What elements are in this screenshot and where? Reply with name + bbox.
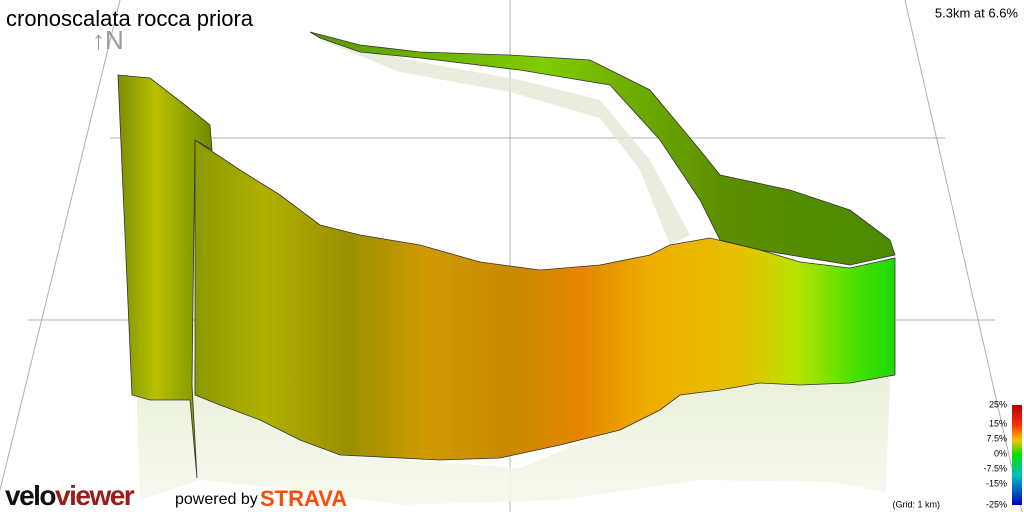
brand[interactable]: veloviewer [5, 480, 136, 511]
route-back [309, 31, 896, 266]
grade-scale [1012, 405, 1022, 505]
route-front [194, 139, 896, 461]
strava[interactable]: STRAVA [260, 486, 347, 511]
brand-viewer: viewer [55, 480, 135, 511]
legend-label: 15% [989, 418, 1007, 428]
north-arrow: ↑N [92, 25, 124, 55]
title: cronoscalata rocca priora [6, 6, 254, 31]
legend-label: 7.5% [986, 433, 1007, 443]
legend-label: -7.5% [983, 463, 1007, 473]
grid-note: (Grid: 1 km) [892, 499, 940, 509]
legend: 25% 15% 7.5% 0% -7.5% -15% -25% [983, 399, 1007, 509]
legend-label: 0% [994, 448, 1007, 458]
grid-line [904, 0, 1023, 512]
grid-line [0, 0, 121, 491]
route-loop [117, 74, 213, 479]
summary: 5.3km at 6.6% [935, 5, 1019, 20]
brand-velo: velo [5, 480, 56, 511]
route-back-shadow [320, 40, 690, 245]
powered-by: powered by [175, 491, 258, 508]
legend-label: -15% [986, 478, 1007, 488]
legend-label: -25% [986, 499, 1007, 509]
legend-label: 25% [989, 399, 1007, 409]
